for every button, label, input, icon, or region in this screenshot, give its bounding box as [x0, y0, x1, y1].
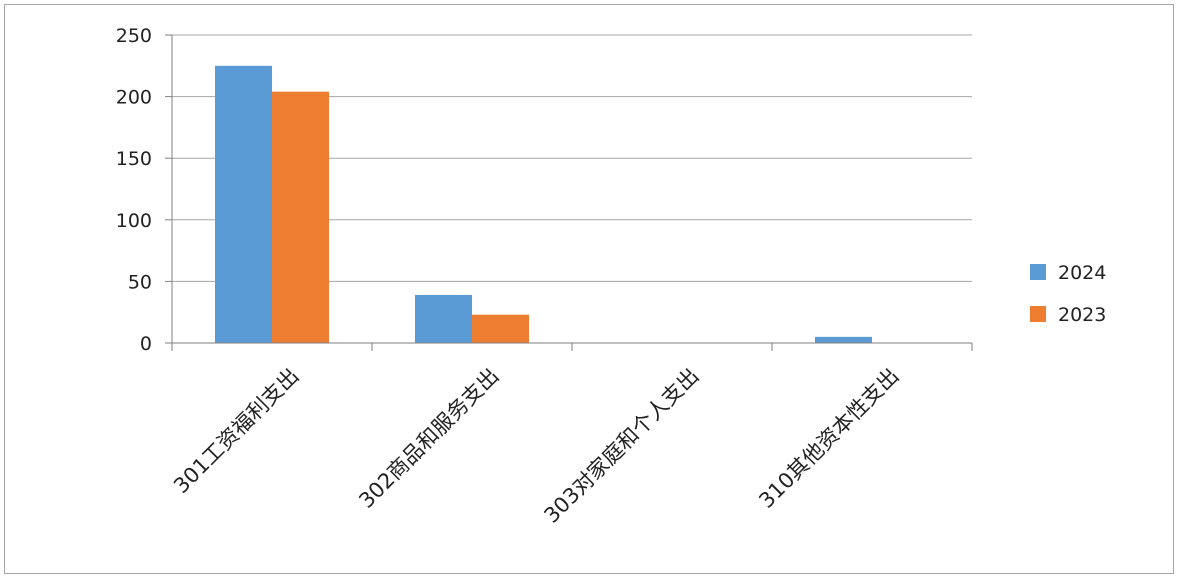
bar-2024-4: [815, 336, 872, 343]
bar-2024-2: [415, 294, 472, 343]
bar-2023-2: [472, 314, 529, 343]
legend: 2024 2023: [1030, 262, 1106, 326]
y-tick-label: 250: [116, 25, 152, 47]
chart-frame: [4, 4, 1174, 574]
legend-label-2024: 2024: [1058, 262, 1106, 284]
y-tick-label: 150: [116, 148, 152, 170]
y-tick-label: 50: [128, 271, 152, 293]
legend-swatch-2023: [1030, 306, 1046, 322]
legend-label-2023: 2023: [1058, 304, 1106, 326]
axes: [165, 34, 973, 351]
x-category-label: 303对家庭和个人支出: [539, 364, 703, 528]
y-tick-label: 0: [140, 333, 152, 355]
bar-2024-1: [215, 65, 272, 344]
x-category-label: 302商品和服务支出: [354, 364, 503, 513]
y-tick-label: 100: [116, 210, 152, 232]
y-tick-label: 200: [116, 87, 152, 109]
legend-swatch-2024: [1030, 264, 1046, 280]
x-category-label: 301工资福利支出: [169, 364, 303, 498]
y-axis-tick-labels: 0 50 100 150 200 250: [116, 25, 152, 355]
bars: [215, 65, 872, 344]
x-axis-category-labels: 301工资福利支出 302商品和服务支出 303对家庭和个人支出 310其他资本性支出: [169, 364, 903, 528]
bar-2023-1: [272, 91, 329, 343]
x-category-label: 310其他资本性支出: [754, 364, 903, 513]
